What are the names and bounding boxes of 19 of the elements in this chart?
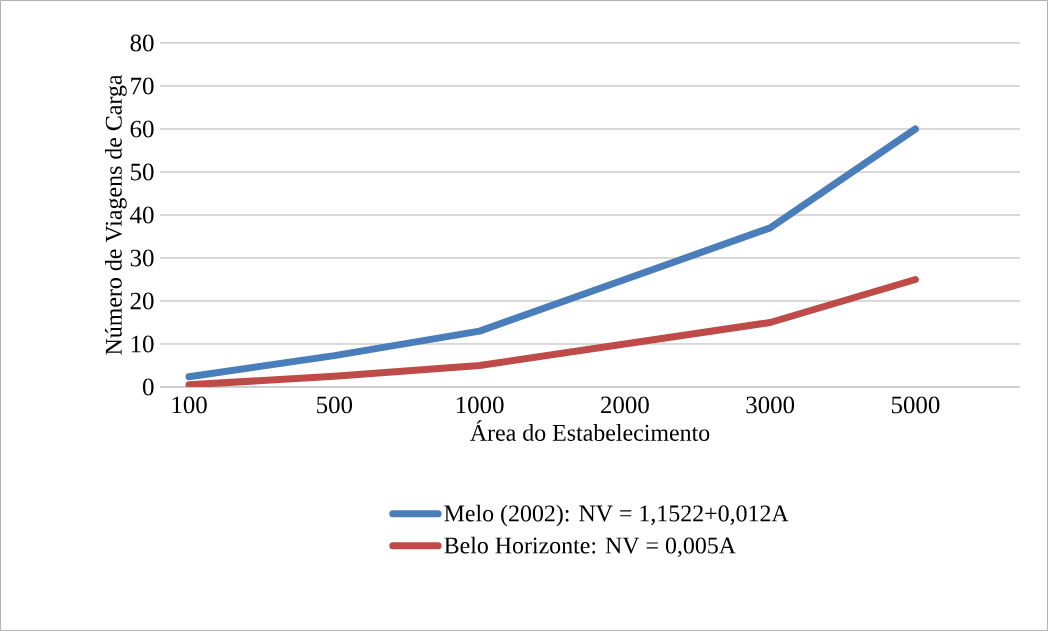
x-tick-label: 2000	[601, 396, 649, 414]
y-tick-label: 10	[131, 335, 154, 353]
y-tick-label: 0	[142, 378, 154, 396]
y-tick-label: 60	[130, 120, 154, 138]
y-axis-title: Número de Viagens de Carga	[104, 74, 127, 355]
x-tick-label: 100	[172, 396, 207, 414]
x-tick-label: 3000	[746, 396, 795, 414]
x-tick-label: 5000	[891, 396, 940, 414]
y-tick-label: 50	[131, 163, 154, 181]
y-tick-label: 80	[130, 34, 154, 52]
y-tick-label: 40	[130, 206, 154, 224]
legend-label: Belo Horizonte: NV = 0,005A	[444, 536, 736, 558]
y-tick-label: 30	[130, 249, 154, 267]
x-axis-title: Área do Estabelecimento	[470, 420, 710, 441]
x-tick-label: 1000	[456, 396, 504, 414]
y-tick-label: 20	[130, 292, 154, 310]
x-tick-label: 500	[317, 396, 353, 414]
y-tick-label: 70	[131, 77, 154, 95]
legend-label: Melo (2002): NV = 1,1522+0,012A	[444, 504, 789, 527]
